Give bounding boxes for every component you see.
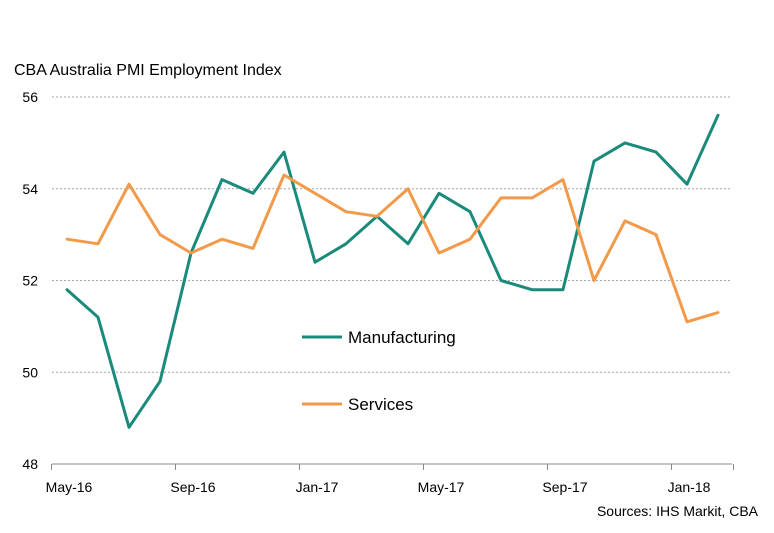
y-tick-labels: 48 50 52 54 56 bbox=[22, 89, 38, 472]
x-tick-label: Jan-18 bbox=[668, 479, 711, 495]
y-tick-label: 50 bbox=[22, 364, 38, 380]
legend-label-manufacturing: Manufacturing bbox=[348, 328, 456, 347]
legend: Manufacturing Services bbox=[302, 328, 456, 414]
series-line-services bbox=[65, 173, 720, 324]
x-tick-label: Jan-17 bbox=[296, 479, 339, 495]
y-tick-label: 56 bbox=[22, 89, 38, 105]
series-line-manufacturing bbox=[65, 113, 720, 429]
x-tick-label: Sep-16 bbox=[170, 479, 215, 495]
x-tick-label: Sep-17 bbox=[542, 479, 587, 495]
chart-title: CBA Australia PMI Employment Index bbox=[14, 62, 282, 79]
x-tick-label: May-16 bbox=[46, 479, 93, 495]
x-tick-labels: May-16 Sep-16 Jan-17 May-17 Sep-17 Jan-18 bbox=[46, 479, 711, 495]
source-note: Sources: IHS Markit, CBA bbox=[596, 503, 758, 519]
y-tick-label: 54 bbox=[22, 181, 38, 197]
y-tick-label: 52 bbox=[22, 273, 38, 289]
y-tick-label: 48 bbox=[22, 456, 38, 472]
series-lines bbox=[65, 113, 720, 429]
axes bbox=[51, 463, 734, 470]
x-tick-label: May-17 bbox=[418, 479, 465, 495]
legend-label-services: Services bbox=[348, 395, 413, 414]
gridlines bbox=[52, 96, 732, 373]
